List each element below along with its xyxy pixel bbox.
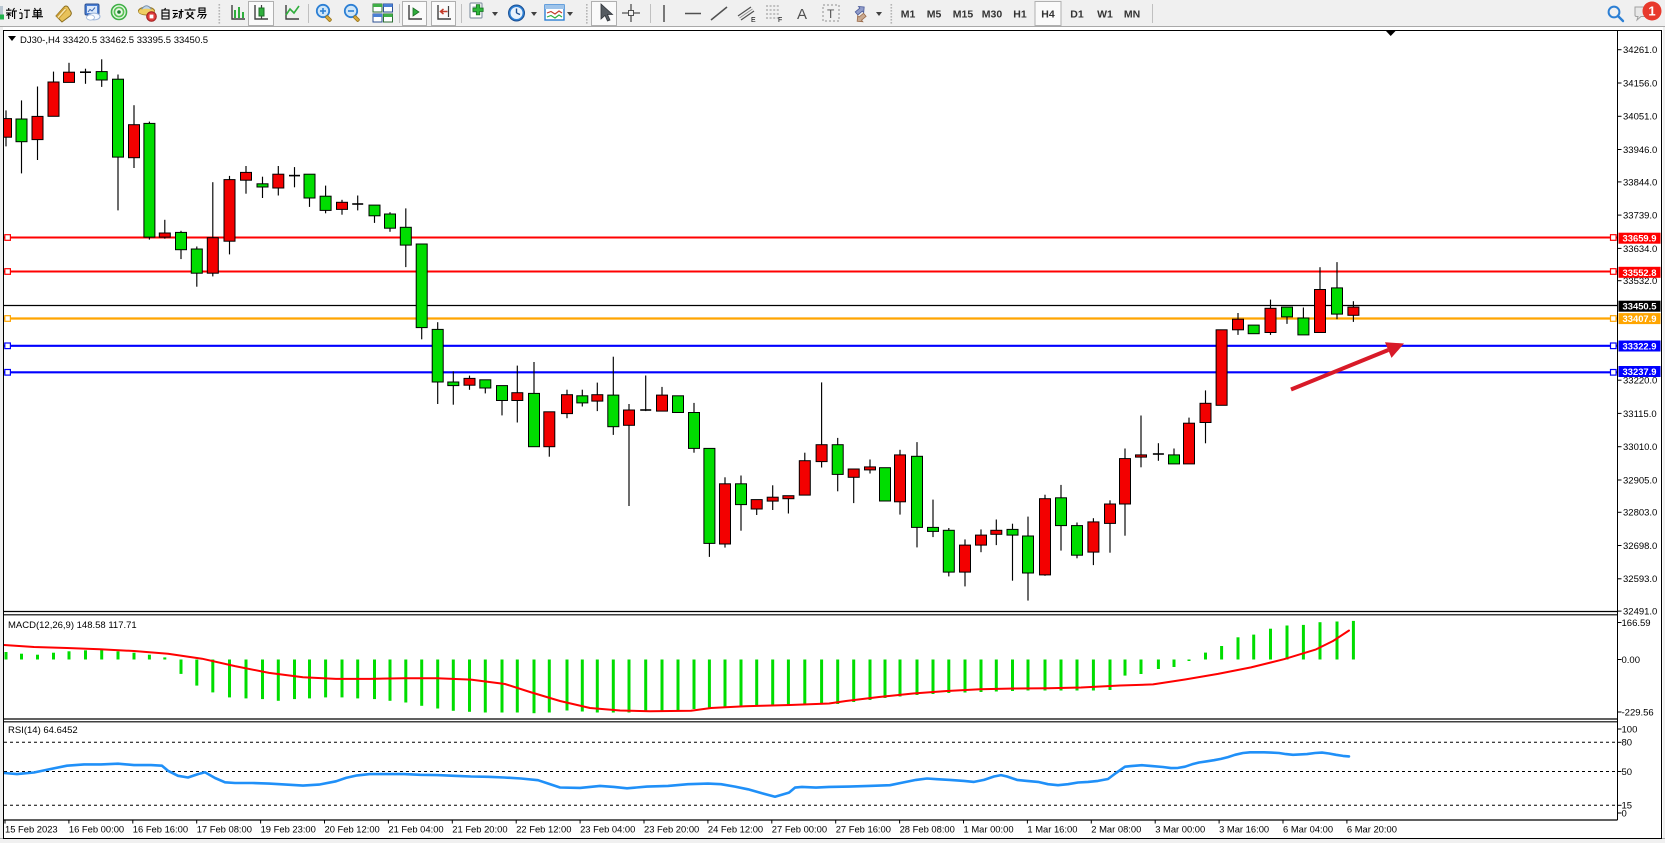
svg-text:2 Mar 08:00: 2 Mar 08:00 — [1091, 824, 1141, 835]
svg-text:27 Feb 16:00: 27 Feb 16:00 — [836, 824, 891, 835]
svg-text:34156.0: 34156.0 — [1623, 78, 1657, 89]
svg-text:M15: M15 — [953, 9, 974, 21]
svg-text:0.00: 0.00 — [1622, 655, 1641, 666]
svg-text:F: F — [778, 17, 782, 24]
svg-text:33659.9: 33659.9 — [1623, 233, 1657, 244]
svg-text:21 Feb 04:00: 21 Feb 04:00 — [388, 824, 443, 835]
svg-text:E: E — [751, 17, 756, 24]
svg-text:33220.0: 33220.0 — [1623, 376, 1657, 387]
svg-text:32698.0: 32698.0 — [1623, 541, 1657, 552]
svg-text:23 Feb 04:00: 23 Feb 04:00 — [580, 824, 635, 835]
svg-text:32491.0: 32491.0 — [1623, 607, 1657, 618]
svg-text:T: T — [827, 7, 835, 21]
svg-text:17 Feb 08:00: 17 Feb 08:00 — [197, 824, 252, 835]
svg-text:33532.0: 33532.0 — [1623, 276, 1657, 287]
svg-text:H4: H4 — [1041, 9, 1055, 21]
svg-text:6 Mar 20:00: 6 Mar 20:00 — [1347, 824, 1397, 835]
svg-text:-229.56: -229.56 — [1622, 707, 1654, 718]
svg-text:33552.8: 33552.8 — [1623, 267, 1657, 278]
svg-text:23 Feb 20:00: 23 Feb 20:00 — [644, 824, 699, 835]
svg-text:1 Mar 00:00: 1 Mar 00:00 — [964, 824, 1014, 835]
svg-text:50: 50 — [1622, 767, 1633, 778]
svg-text:M1: M1 — [901, 9, 916, 21]
svg-text:100: 100 — [1622, 724, 1638, 735]
svg-text:15 Feb 2023: 15 Feb 2023 — [5, 824, 58, 835]
svg-text:33115.0: 33115.0 — [1623, 409, 1657, 420]
svg-text:80: 80 — [1622, 738, 1633, 749]
svg-text:M30: M30 — [982, 9, 1003, 21]
svg-text:166.59: 166.59 — [1622, 618, 1651, 629]
svg-text:RSI(14) 64.6452: RSI(14) 64.6452 — [8, 725, 78, 736]
svg-text:27 Feb 00:00: 27 Feb 00:00 — [772, 824, 827, 835]
svg-text:22 Feb 12:00: 22 Feb 12:00 — [516, 824, 571, 835]
svg-text:H1: H1 — [1013, 9, 1027, 21]
svg-text:28 Feb 08:00: 28 Feb 08:00 — [900, 824, 955, 835]
svg-text:33739.0: 33739.0 — [1623, 211, 1657, 222]
svg-text:3 Mar 00:00: 3 Mar 00:00 — [1155, 824, 1205, 835]
svg-text:M5: M5 — [927, 9, 942, 21]
svg-text:MN: MN — [1124, 9, 1140, 21]
svg-text:1: 1 — [1648, 4, 1655, 19]
svg-text:32905.0: 32905.0 — [1623, 475, 1657, 486]
svg-text:32593.0: 32593.0 — [1623, 574, 1657, 585]
svg-text:33450.5: 33450.5 — [1623, 301, 1657, 312]
svg-text:24 Feb 12:00: 24 Feb 12:00 — [708, 824, 763, 835]
svg-text:34051.0: 34051.0 — [1623, 112, 1657, 123]
svg-text:34261.0: 34261.0 — [1623, 45, 1657, 56]
svg-text:33322.9: 33322.9 — [1623, 341, 1657, 352]
svg-text:33237.9: 33237.9 — [1623, 366, 1657, 377]
svg-text:1 Mar 16:00: 1 Mar 16:00 — [1027, 824, 1077, 835]
svg-text:A: A — [797, 6, 807, 23]
svg-text:W1: W1 — [1097, 9, 1113, 21]
svg-text:DJ30-,H4 33420.5 33462.5 3339: DJ30-,H4 33420.5 33462.5 33395.5 33450.5 — [20, 35, 208, 46]
svg-text:3 Mar 16:00: 3 Mar 16:00 — [1219, 824, 1269, 835]
svg-text:D1: D1 — [1070, 9, 1084, 21]
svg-text:16 Feb 00:00: 16 Feb 00:00 — [69, 824, 124, 835]
svg-text:6 Mar 04:00: 6 Mar 04:00 — [1283, 824, 1333, 835]
svg-text:33946.0: 33946.0 — [1623, 145, 1657, 156]
svg-text:0: 0 — [1622, 808, 1627, 819]
svg-text:21 Feb 20:00: 21 Feb 20:00 — [452, 824, 507, 835]
svg-text:33407.9: 33407.9 — [1623, 313, 1657, 324]
svg-text:15: 15 — [1622, 801, 1633, 812]
svg-text:33634.0: 33634.0 — [1623, 244, 1657, 255]
svg-text:MACD(12,26,9) 148.58 117.71: MACD(12,26,9) 148.58 117.71 — [8, 620, 137, 631]
svg-text:33010.0: 33010.0 — [1623, 442, 1657, 453]
svg-text:19 Feb 23:00: 19 Feb 23:00 — [261, 824, 316, 835]
svg-text:20 Feb 12:00: 20 Feb 12:00 — [325, 824, 380, 835]
svg-text:33844.0: 33844.0 — [1623, 177, 1657, 188]
svg-text:16 Feb 16:00: 16 Feb 16:00 — [133, 824, 188, 835]
svg-text:32803.0: 32803.0 — [1623, 508, 1657, 519]
